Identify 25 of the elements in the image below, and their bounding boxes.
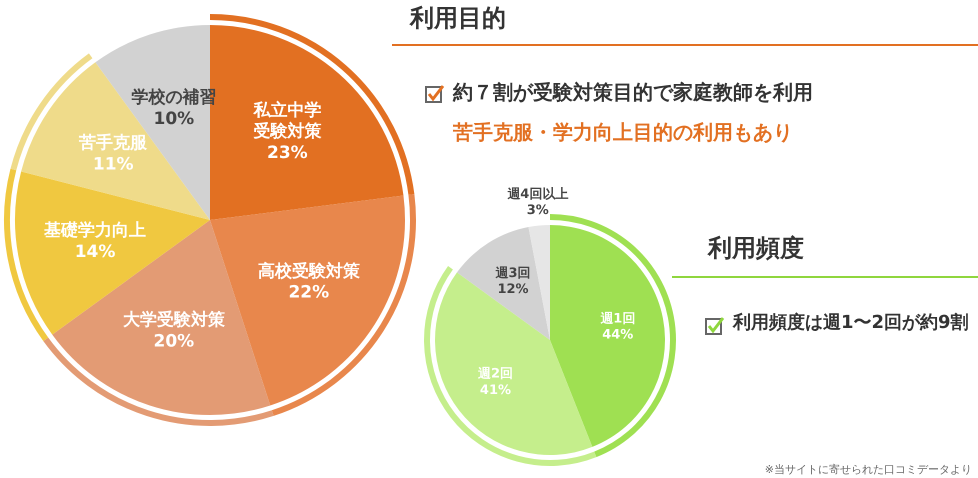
- slice-label: 週3回: [494, 266, 531, 281]
- slice-label: 大学受験対策: [122, 310, 225, 330]
- data-label: 22%: [288, 282, 330, 303]
- data-label: 41%: [480, 382, 512, 398]
- text: 利用目的: [410, 3, 506, 34]
- data-label: 20%: [153, 331, 194, 352]
- text: 利用頻度は週1〜2回が約9割: [733, 311, 969, 335]
- data-label: 3%: [526, 203, 549, 218]
- data-label: 12%: [497, 282, 529, 298]
- data-label: 10%: [153, 108, 194, 129]
- data-label: 14%: [74, 242, 116, 262]
- slice-label: 週4回以上: [506, 186, 568, 202]
- text: 苦手克服・学力向上目的の利用もあり: [453, 119, 793, 146]
- text: 約７割が受験対策目的で家庭教師を利用: [453, 79, 813, 106]
- slice-label: 週1回: [599, 311, 636, 326]
- slice-label: 私立中学受験対策: [252, 100, 322, 142]
- slice-label: 苦手克服: [78, 133, 148, 154]
- text: ※当サイトに寄せられた口コミデータより: [764, 462, 972, 477]
- data-label: 23%: [267, 142, 308, 163]
- data-label: 11%: [92, 154, 134, 174]
- slice-label: 週2回: [476, 366, 514, 382]
- text: 利用頻度: [708, 233, 804, 264]
- slice-label: 高校受験対策: [258, 261, 360, 282]
- data-label: 44%: [602, 328, 634, 343]
- slice-label: 基礎学力向上: [43, 220, 146, 241]
